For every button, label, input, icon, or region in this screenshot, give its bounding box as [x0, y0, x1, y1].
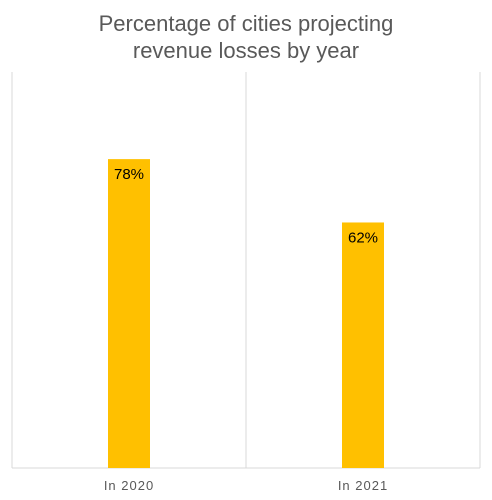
chart-title: Percentage of cities projecting revenue …	[0, 10, 492, 64]
chart-title-line-1: Percentage of cities projecting	[98, 11, 394, 36]
data-labels-group: 78% 62%	[114, 166, 378, 246]
x-tick-label-2: In 2021	[338, 478, 388, 493]
x-tick-label-1: In 2020	[104, 478, 154, 493]
plot-frame	[11, 72, 481, 469]
bar-2	[342, 222, 384, 468]
data-label-2: 62%	[348, 229, 378, 246]
bar-1	[108, 159, 150, 468]
bars-group	[108, 159, 384, 468]
x-tick-labels-group: In 2020 In 2021	[104, 478, 388, 493]
data-label-1: 78%	[114, 166, 144, 183]
chart-title-line-2: revenue losses by year	[132, 38, 360, 63]
